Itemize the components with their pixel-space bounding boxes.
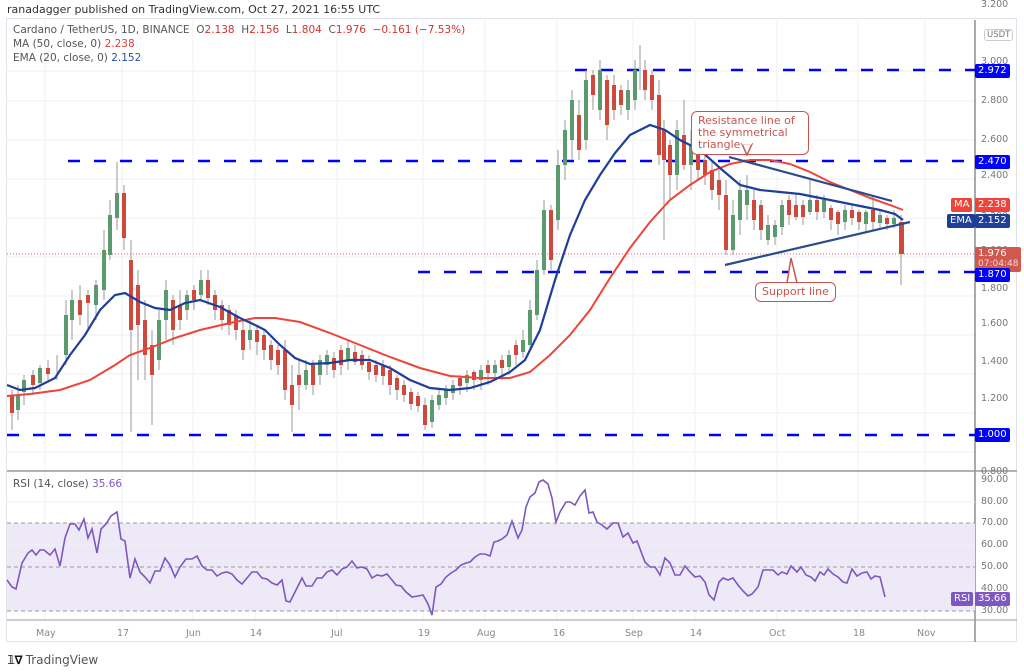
chart-frame [6, 18, 1017, 642]
high-value: 2.156 [249, 24, 280, 36]
rsi-value: 35.66 [92, 478, 123, 490]
tradingview-mark-icon: 𝟙∇ [7, 653, 23, 667]
symbol-row: Cardano / TetherUS, 1D, BINANCE O2.138 H… [13, 24, 466, 36]
level-tag-2972: 2.972 [975, 64, 1010, 78]
resistance-annotation[interactable]: Resistance line of the symmetrical trian… [691, 111, 809, 155]
support-trendline [724, 220, 911, 267]
time-label: Oct [769, 628, 786, 639]
time-label: 14 [250, 628, 263, 639]
price-label: 2.600 [981, 134, 1009, 145]
time-label: 19 [418, 628, 431, 639]
last-price-value: 1.976 [978, 248, 1007, 259]
rsi-label: 60.00 [981, 539, 1009, 550]
time-label: Aug [477, 628, 496, 639]
time-label: 16 [553, 628, 566, 639]
rsi-tag-label: RSI [951, 592, 974, 606]
rsi-legend[interactable]: RSI (14, close) 35.66 [13, 478, 123, 490]
tradingview-brand: TradingView [25, 653, 99, 667]
rsi-label: 80.00 [981, 496, 1009, 507]
price-label: 2.800 [981, 95, 1009, 106]
ema-legend-row[interactable]: EMA (20, close, 0) 2.152 [13, 52, 142, 64]
time-label: 18 [853, 628, 866, 639]
ma-tag-value: 2.238 [975, 198, 1010, 212]
price-label: 2.400 [981, 170, 1009, 181]
symbol-label: Cardano / TetherUS, 1D, BINANCE [13, 24, 190, 36]
price-label: 1.400 [981, 356, 1009, 367]
currency-badge[interactable]: USDT [984, 29, 1014, 41]
ema20-line [6, 123, 904, 392]
time-label: Jul [331, 628, 343, 639]
rsi-label: 30.00 [981, 605, 1009, 616]
change-value: −0.161 (−7.53%) [372, 24, 466, 36]
price-grid [7, 20, 975, 620]
open-value: 2.138 [204, 24, 235, 36]
time-label: Nov [917, 628, 936, 639]
ema-tag-value: 2.152 [975, 214, 1010, 228]
rsi-line [6, 479, 886, 616]
time-label: 14 [690, 628, 703, 639]
time-label: 17 [117, 628, 130, 639]
price-label: 3.000 [981, 56, 1009, 67]
rsi-label: 50.00 [981, 561, 1009, 572]
time-label: Jun [186, 628, 201, 639]
publisher-credit: ranadagger published on TradingView.com,… [7, 3, 381, 16]
horizontal-levels [7, 68, 975, 437]
level-tag-1000: 1.000 [975, 428, 1010, 442]
time-label: May [36, 628, 56, 639]
level-tag-1870: 1.870 [975, 268, 1010, 282]
rsi-tag-value: 35.66 [975, 592, 1010, 606]
tradingview-logo[interactable]: 𝟙∇ TradingView [7, 653, 98, 667]
ma-legend-row[interactable]: MA (50, close, 0) 2.238 [13, 38, 135, 50]
time-label: Sep [625, 628, 643, 639]
ema-value: 2.152 [111, 52, 142, 64]
main-legend: Cardano / TetherUS, 1D, BINANCE O2.138 H… [13, 23, 465, 65]
ma-value: 2.238 [104, 38, 135, 50]
price-label: 3.200 [981, 0, 1009, 10]
price-label: 1.600 [981, 318, 1009, 329]
ema-tag-label: EMA [947, 214, 975, 228]
resistance-trendline [728, 155, 893, 203]
bar-countdown: 07:04:48 [978, 259, 1019, 269]
last-price-tag: 1.976 07:04:48 [975, 247, 1022, 272]
low-value: 1.804 [291, 24, 322, 36]
rsi-levels [7, 522, 975, 612]
support-annotation[interactable]: Support line [755, 282, 836, 302]
candlesticks [10, 45, 904, 432]
level-tag-2470: 2.470 [975, 155, 1010, 169]
rsi-label: 70.00 [981, 517, 1009, 528]
ma50-line [6, 159, 904, 397]
ma-tag-label: MA [951, 198, 973, 212]
price-label: 1.200 [981, 393, 1009, 404]
price-label: 1.800 [981, 283, 1009, 294]
price-label: 0.800 [981, 466, 1009, 477]
rsi-label: 90.00 [981, 474, 1009, 485]
rsi-label: 40.00 [981, 583, 1009, 594]
close-value: 1.976 [335, 24, 366, 36]
